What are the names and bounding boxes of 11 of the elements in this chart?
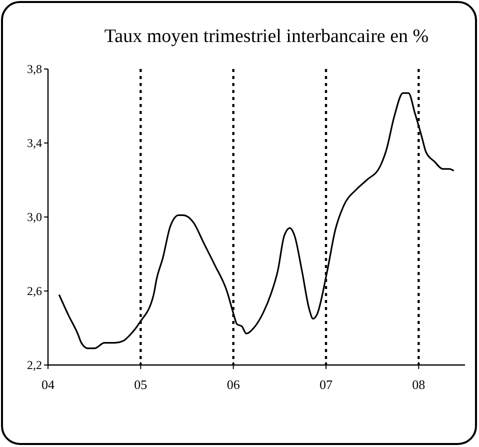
y-tick-label: 2,6: [27, 284, 42, 298]
x-tick-label: 04: [42, 377, 55, 392]
y-tick-label: 3,0: [27, 210, 42, 224]
y-tick-label: 3,8: [27, 62, 42, 76]
y-tick-label: 2,2: [27, 358, 42, 372]
y-tick-label: 3,4: [27, 136, 42, 150]
x-tick-label: 08: [412, 377, 426, 392]
chart-title: Taux moyen trimestriel interbancaire en %: [104, 26, 429, 47]
x-tick-label: 07: [320, 377, 333, 392]
x-tick-label: 05: [134, 377, 148, 392]
x-tick-label: 06: [226, 377, 240, 392]
